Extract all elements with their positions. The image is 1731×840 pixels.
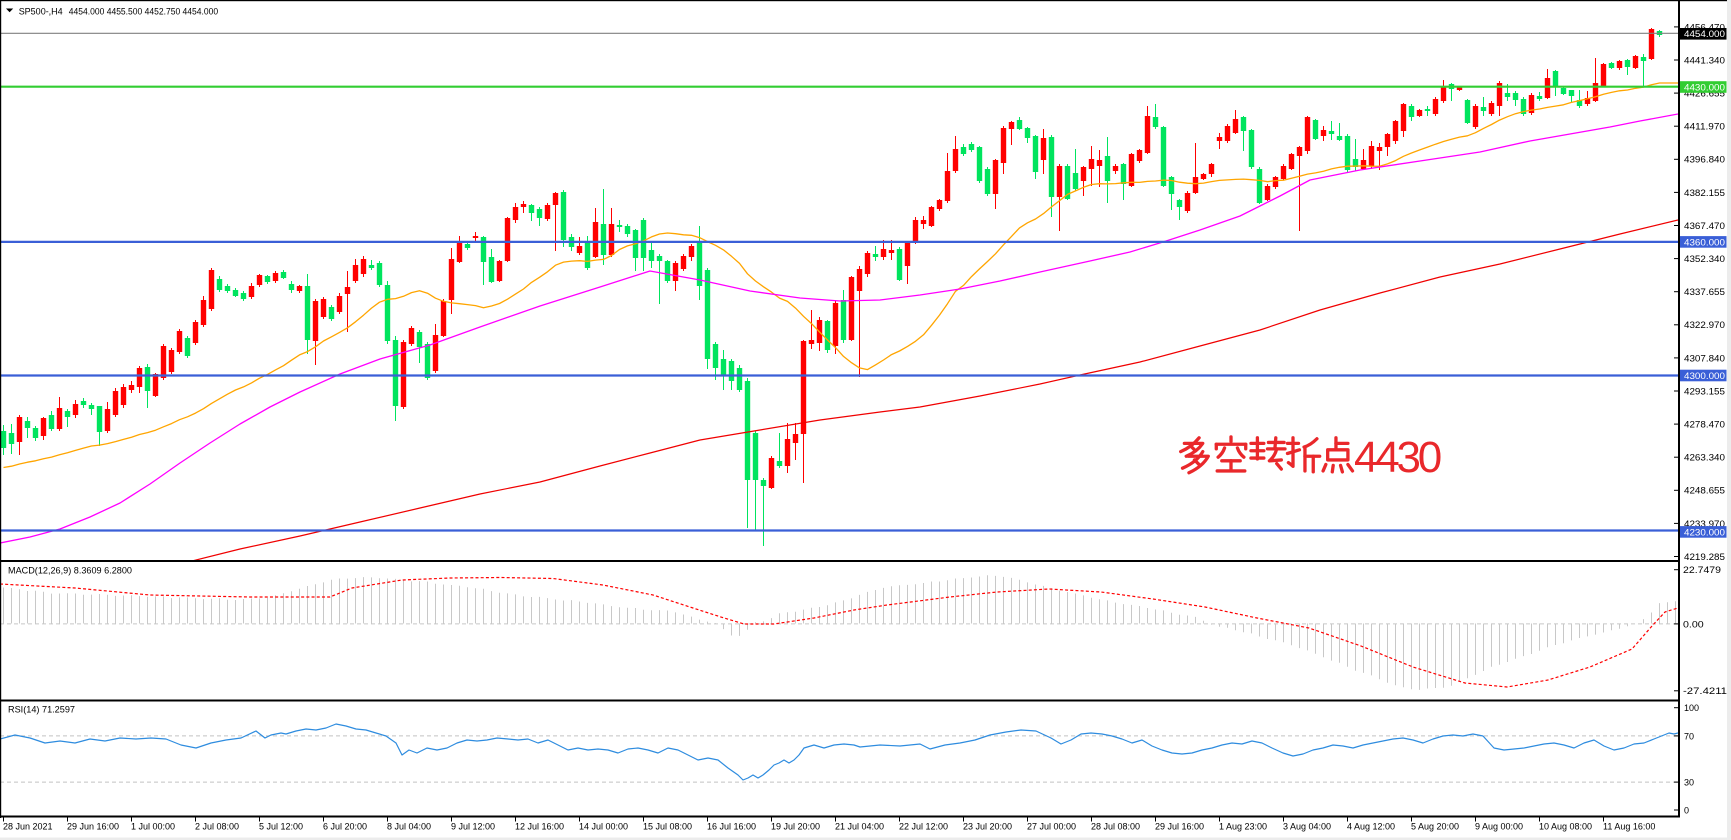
svg-text:4263.340: 4263.340 [1684,453,1725,463]
svg-text:SP500-,H4: SP500-,H4 [19,7,63,17]
svg-text:4430: 4430 [1354,433,1441,482]
svg-text:14 Jul 00:00: 14 Jul 00:00 [579,822,628,832]
svg-text:29 Jun 16:00: 29 Jun 16:00 [67,822,119,832]
svg-text:21 Jul 04:00: 21 Jul 04:00 [835,822,884,832]
svg-text:4352.340: 4352.340 [1684,254,1725,264]
svg-text:11 Aug 16:00: 11 Aug 16:00 [1603,822,1655,832]
svg-text:70: 70 [1684,731,1694,741]
svg-text:4293.155: 4293.155 [1684,386,1725,396]
svg-text:4430.000: 4430.000 [1684,82,1725,92]
svg-text:0: 0 [1684,805,1689,815]
svg-text:1 Aug 23:00: 1 Aug 23:00 [1219,822,1267,832]
svg-text:4307.840: 4307.840 [1684,353,1725,363]
svg-text:22.7479: 22.7479 [1683,565,1721,575]
svg-text:27 Jul 00:00: 27 Jul 00:00 [1027,822,1076,832]
svg-text:0.00: 0.00 [1683,619,1704,629]
svg-text:RSI(14) 71.2597: RSI(14) 71.2597 [8,705,75,715]
svg-text:9 Aug 00:00: 9 Aug 00:00 [1475,822,1523,832]
svg-text:12 Jul 16:00: 12 Jul 16:00 [515,822,564,832]
svg-text:4322.970: 4322.970 [1684,320,1725,330]
svg-text:4426.655: 4426.655 [1684,89,1725,99]
svg-text:4456.470: 4456.470 [1684,22,1725,32]
svg-text:5 Jul 12:00: 5 Jul 12:00 [259,822,303,832]
svg-text:4396.840: 4396.840 [1684,155,1725,165]
svg-text:6 Jul 20:00: 6 Jul 20:00 [323,822,367,832]
svg-text:29 Jul 16:00: 29 Jul 16:00 [1155,822,1204,832]
svg-text:30: 30 [1684,778,1694,788]
svg-text:19 Jul 20:00: 19 Jul 20:00 [771,822,820,832]
svg-text:4248.655: 4248.655 [1684,486,1725,496]
svg-text:4441.340: 4441.340 [1684,55,1725,65]
svg-text:4 Aug 12:00: 4 Aug 12:00 [1347,822,1395,832]
svg-text:4300.000: 4300.000 [1684,371,1725,381]
svg-text:22 Jul 12:00: 22 Jul 12:00 [899,822,948,832]
svg-text:4233.970: 4233.970 [1684,519,1725,529]
svg-text:15 Jul 08:00: 15 Jul 08:00 [643,822,692,832]
svg-text:4382.155: 4382.155 [1684,188,1725,198]
svg-text:5 Aug 20:00: 5 Aug 20:00 [1411,822,1459,832]
svg-text:10 Aug 08:00: 10 Aug 08:00 [1539,822,1592,832]
svg-text:9 Jul 12:00: 9 Jul 12:00 [451,822,495,832]
svg-text:28 Jul 08:00: 28 Jul 08:00 [1091,822,1140,832]
svg-text:4360.000: 4360.000 [1684,237,1725,247]
svg-text:8 Jul 04:00: 8 Jul 04:00 [387,822,431,832]
svg-text:4454.000: 4454.000 [1684,29,1725,39]
svg-text:1 Jul 00:00: 1 Jul 00:00 [131,822,175,832]
svg-text:-27.4211: -27.4211 [1683,686,1727,696]
svg-text:100: 100 [1684,703,1699,713]
svg-text:MACD(12,26,9) 8.3609 6.2800: MACD(12,26,9) 8.3609 6.2800 [8,566,132,576]
svg-text:23 Jul 20:00: 23 Jul 20:00 [963,822,1012,832]
svg-text:16 Jul 16:00: 16 Jul 16:00 [707,822,756,832]
svg-text:4219.285: 4219.285 [1684,552,1725,562]
svg-text:3 Aug 04:00: 3 Aug 04:00 [1283,822,1331,832]
svg-text:4278.470: 4278.470 [1684,420,1725,430]
svg-text:2 Jul 08:00: 2 Jul 08:00 [195,822,239,832]
svg-text:28 Jun 2021: 28 Jun 2021 [3,822,53,832]
svg-text:4367.470: 4367.470 [1684,221,1725,231]
svg-text:4454.000 4455.500 4452.750 445: 4454.000 4455.500 4452.750 4454.000 [69,7,218,17]
svg-text:4337.655: 4337.655 [1684,287,1725,297]
svg-text:4230.000: 4230.000 [1684,527,1725,537]
svg-text:4411.970: 4411.970 [1684,122,1725,132]
